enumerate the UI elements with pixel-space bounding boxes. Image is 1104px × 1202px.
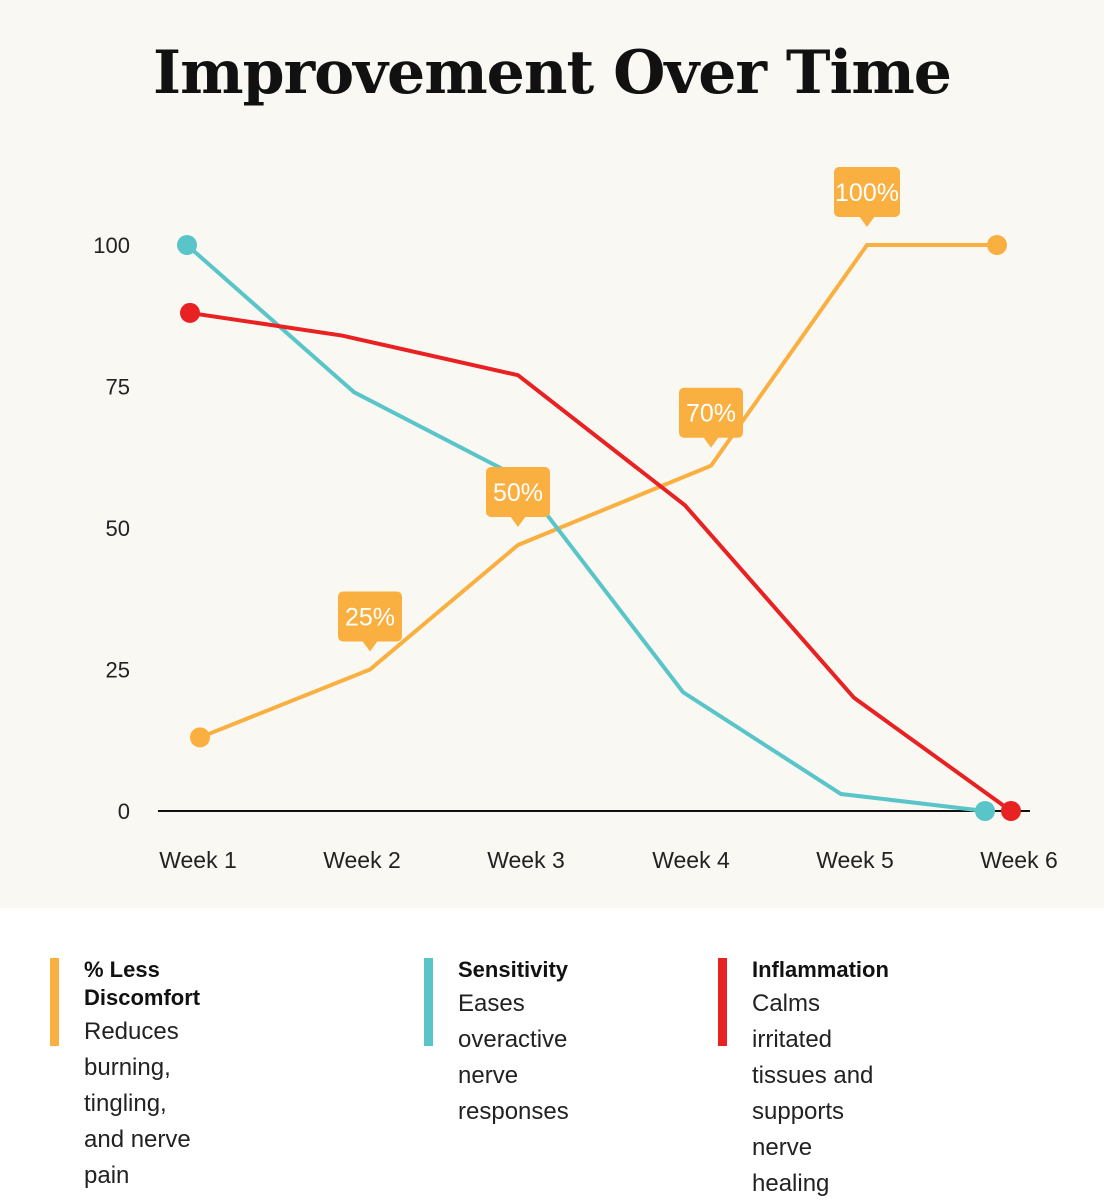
x-tick-label: Week 3 <box>487 847 565 873</box>
data-point-dot <box>975 801 995 821</box>
callout-pointer <box>362 640 378 652</box>
legend-title: % Less Discomfort <box>84 957 201 1010</box>
y-tick-label: 50 <box>106 516 130 541</box>
data-point-dot <box>177 235 197 255</box>
legend-description-line: supports nerve healing <box>752 1098 845 1197</box>
legend-color-swatch <box>50 958 59 1046</box>
data-point-dot <box>190 727 210 748</box>
series-line-sensitivity <box>185 243 987 813</box>
x-tick-label: Week 1 <box>159 847 237 873</box>
legend-description-line: Calms irritated tissues and <box>752 990 874 1089</box>
data-point-dot <box>1001 801 1021 821</box>
series-lines <box>177 235 1021 821</box>
legend-color-swatch <box>424 958 433 1046</box>
callout-label: 100% <box>835 179 899 207</box>
x-tick-label: Week 2 <box>323 847 401 873</box>
callout-bubble <box>486 466 550 517</box>
y-tick-label: 100 <box>93 233 130 258</box>
data-point-dot <box>987 235 1007 255</box>
legend: % Less Discomfort Reduces burning, tingl… <box>0 908 1104 1197</box>
legend-color-swatch <box>718 958 727 1046</box>
callout-pointer <box>859 216 875 227</box>
callout-bubble <box>679 387 743 438</box>
y-axis-ticks: 0 25 50 75 100 <box>93 233 130 824</box>
legend-description-line: Eases overactive <box>458 990 568 1053</box>
x-tick-label: Week 4 <box>652 847 730 873</box>
callout-label: 70% <box>686 400 736 428</box>
chart-title: Improvement Over Time <box>153 38 952 108</box>
series-line-inflammation <box>188 310 1013 813</box>
x-axis-ticks: Week 1 Week 2 Week 3 Week 4 Week 5 Week 6 <box>159 847 1058 873</box>
data-point-dot <box>180 302 200 323</box>
callout-bubble <box>834 167 900 217</box>
x-tick-label: Week 6 <box>980 847 1058 873</box>
legend-description-line: tingling, and nerve pain <box>84 1090 191 1189</box>
x-tick-label: Week 5 <box>816 847 894 873</box>
legend-title: Inflammation <box>752 957 889 982</box>
callout-pointer <box>510 515 526 527</box>
series-line-less-discomfort <box>198 243 999 740</box>
y-tick-label: 75 <box>106 375 130 400</box>
legend-description-line: nerve responses <box>458 1062 569 1125</box>
callout-bubble <box>338 591 402 642</box>
callout-label: 50% <box>493 479 543 507</box>
value-callouts: 25% 50% 70% 100% <box>338 167 900 652</box>
callout-label: 25% <box>345 604 395 632</box>
y-tick-label: 0 <box>118 799 130 824</box>
y-tick-label: 25 <box>106 658 130 683</box>
callout-pointer <box>703 436 719 448</box>
legend-title: Sensitivity <box>458 957 569 982</box>
legend-description-line: Reduces burning, <box>84 1018 179 1081</box>
